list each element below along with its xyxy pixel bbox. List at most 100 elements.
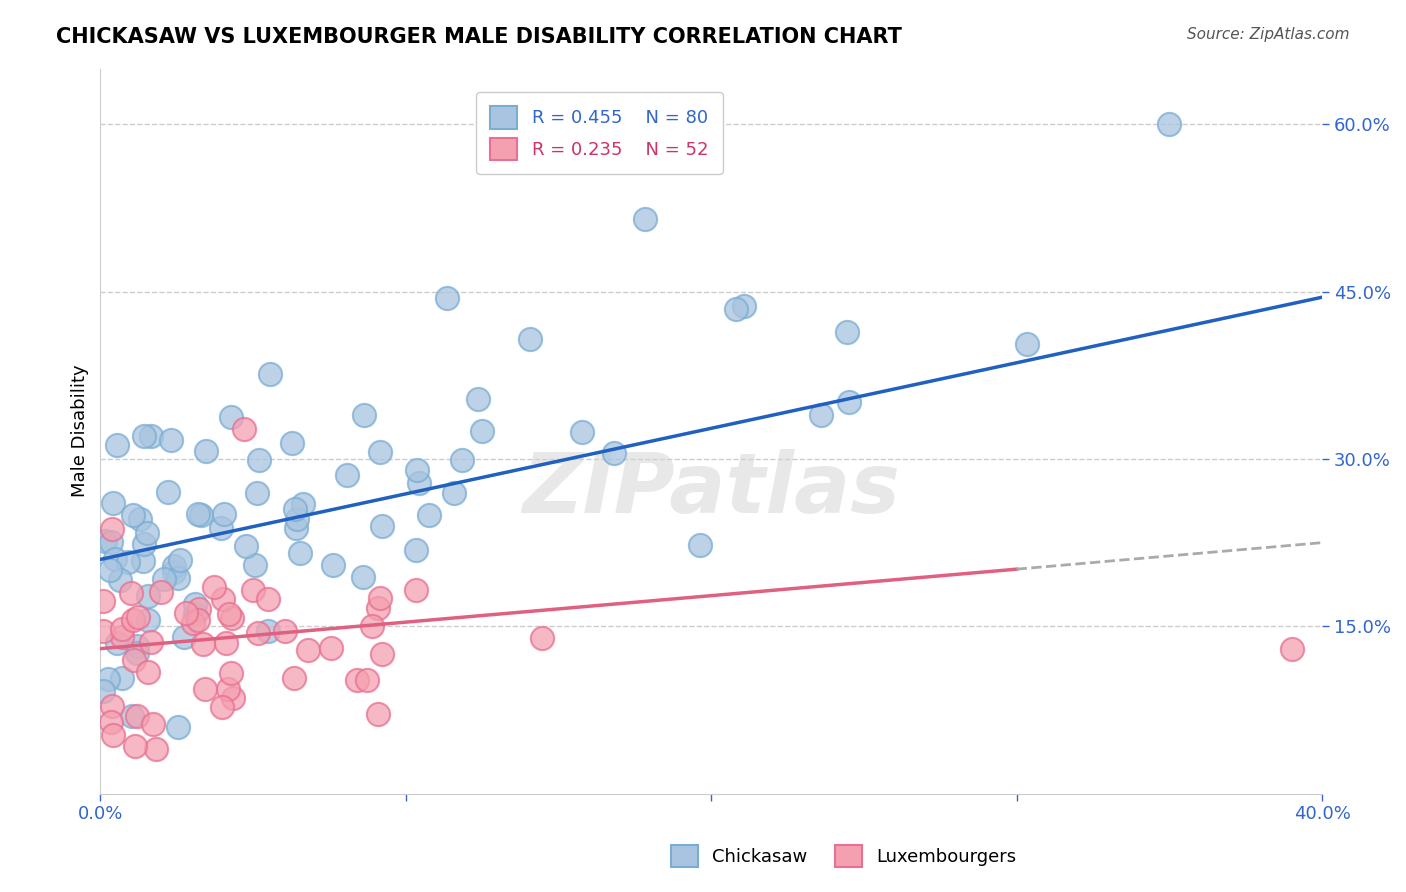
Chickasaw (1159, 117, 1181, 131)
Chickasaw (405, 543, 427, 558)
Chickasaw (183, 607, 205, 621)
Luxembourgers (371, 647, 394, 661)
Chickasaw (121, 508, 143, 523)
Luxembourgers (361, 619, 384, 633)
Chickasaw (368, 445, 391, 459)
Chickasaw (284, 521, 307, 535)
Text: CHICKASAW VS LUXEMBOURGER MALE DISABILITY CORRELATION CHART: CHICKASAW VS LUXEMBOURGER MALE DISABILIT… (56, 27, 903, 46)
Luxembourgers (142, 716, 165, 731)
Luxembourgers (202, 580, 225, 594)
Luxembourgers (405, 583, 427, 598)
Chickasaw (290, 547, 312, 561)
Chickasaw (125, 646, 148, 660)
Chickasaw (284, 502, 307, 516)
Luxembourgers (367, 600, 389, 615)
Luxembourgers (221, 665, 243, 680)
Chickasaw (571, 425, 593, 439)
Chickasaw (136, 613, 159, 627)
Chickasaw (634, 211, 657, 226)
Chickasaw (235, 539, 257, 553)
Luxembourgers (124, 739, 146, 753)
Chickasaw (121, 709, 143, 723)
Luxembourgers (233, 422, 256, 436)
Chickasaw (190, 508, 212, 523)
Chickasaw (194, 443, 217, 458)
Luxembourgers (125, 708, 148, 723)
Luxembourgers (122, 613, 145, 627)
Chickasaw (125, 640, 148, 654)
Chickasaw (371, 518, 394, 533)
Chickasaw (336, 468, 359, 483)
Chickasaw (136, 526, 159, 541)
Chickasaw (689, 538, 711, 552)
Chickasaw (408, 476, 430, 491)
Text: ZIPatlas: ZIPatlas (522, 449, 900, 530)
Chickasaw (246, 486, 269, 500)
Chickasaw (353, 409, 375, 423)
Chickasaw (97, 672, 120, 686)
Chickasaw (450, 452, 472, 467)
Luxembourgers (101, 698, 124, 713)
Chickasaw (98, 563, 121, 577)
Luxembourgers (274, 624, 297, 638)
Chickasaw (132, 428, 155, 442)
Y-axis label: Male Disability: Male Disability (72, 365, 89, 498)
Chickasaw (105, 636, 128, 650)
Chickasaw (322, 558, 344, 573)
Chickasaw (838, 395, 860, 409)
Chickasaw (157, 485, 180, 500)
Luxembourgers (93, 593, 115, 607)
Chickasaw (405, 463, 427, 477)
Chickasaw (132, 554, 155, 568)
Legend: Chickasaw, Luxembourgers: Chickasaw, Luxembourgers (664, 838, 1024, 874)
Chickasaw (100, 535, 122, 549)
Luxembourgers (211, 699, 233, 714)
Chickasaw (214, 507, 236, 521)
Luxembourgers (120, 586, 142, 600)
Chickasaw (810, 408, 832, 422)
Chickasaw (418, 508, 440, 522)
Luxembourgers (221, 611, 243, 625)
Luxembourgers (101, 522, 124, 536)
Chickasaw (243, 558, 266, 572)
Chickasaw (160, 434, 183, 448)
Luxembourgers (218, 607, 240, 621)
Luxembourgers (100, 715, 122, 730)
Chickasaw (108, 573, 131, 587)
Luxembourgers (346, 673, 368, 687)
Luxembourgers (283, 672, 305, 686)
Chickasaw (352, 570, 374, 584)
Luxembourgers (367, 706, 389, 721)
Luxembourgers (368, 591, 391, 605)
Chickasaw (837, 325, 859, 339)
Chickasaw (169, 553, 191, 567)
Chickasaw (132, 537, 155, 551)
Luxembourgers (356, 673, 378, 687)
Chickasaw (104, 551, 127, 566)
Chickasaw (184, 597, 207, 611)
Luxembourgers (211, 591, 233, 606)
Chickasaw (209, 521, 232, 535)
Chickasaw (173, 630, 195, 644)
Text: Source: ZipAtlas.com: Source: ZipAtlas.com (1187, 27, 1350, 42)
Chickasaw (187, 507, 209, 521)
Chickasaw (101, 496, 124, 510)
Luxembourgers (1281, 641, 1303, 656)
Chickasaw (153, 572, 176, 586)
Luxembourgers (222, 690, 245, 705)
Chickasaw (519, 332, 541, 346)
Chickasaw (105, 438, 128, 452)
Luxembourgers (138, 665, 160, 679)
Chickasaw (163, 559, 186, 574)
Luxembourgers (247, 625, 270, 640)
Luxembourgers (194, 681, 217, 696)
Chickasaw (167, 572, 190, 586)
Chickasaw (602, 446, 624, 460)
Chickasaw (129, 512, 152, 526)
Luxembourgers (321, 640, 343, 655)
Chickasaw (467, 392, 489, 406)
Luxembourgers (111, 622, 134, 636)
Chickasaw (256, 624, 278, 639)
Luxembourgers (191, 637, 214, 651)
Chickasaw (443, 486, 465, 500)
